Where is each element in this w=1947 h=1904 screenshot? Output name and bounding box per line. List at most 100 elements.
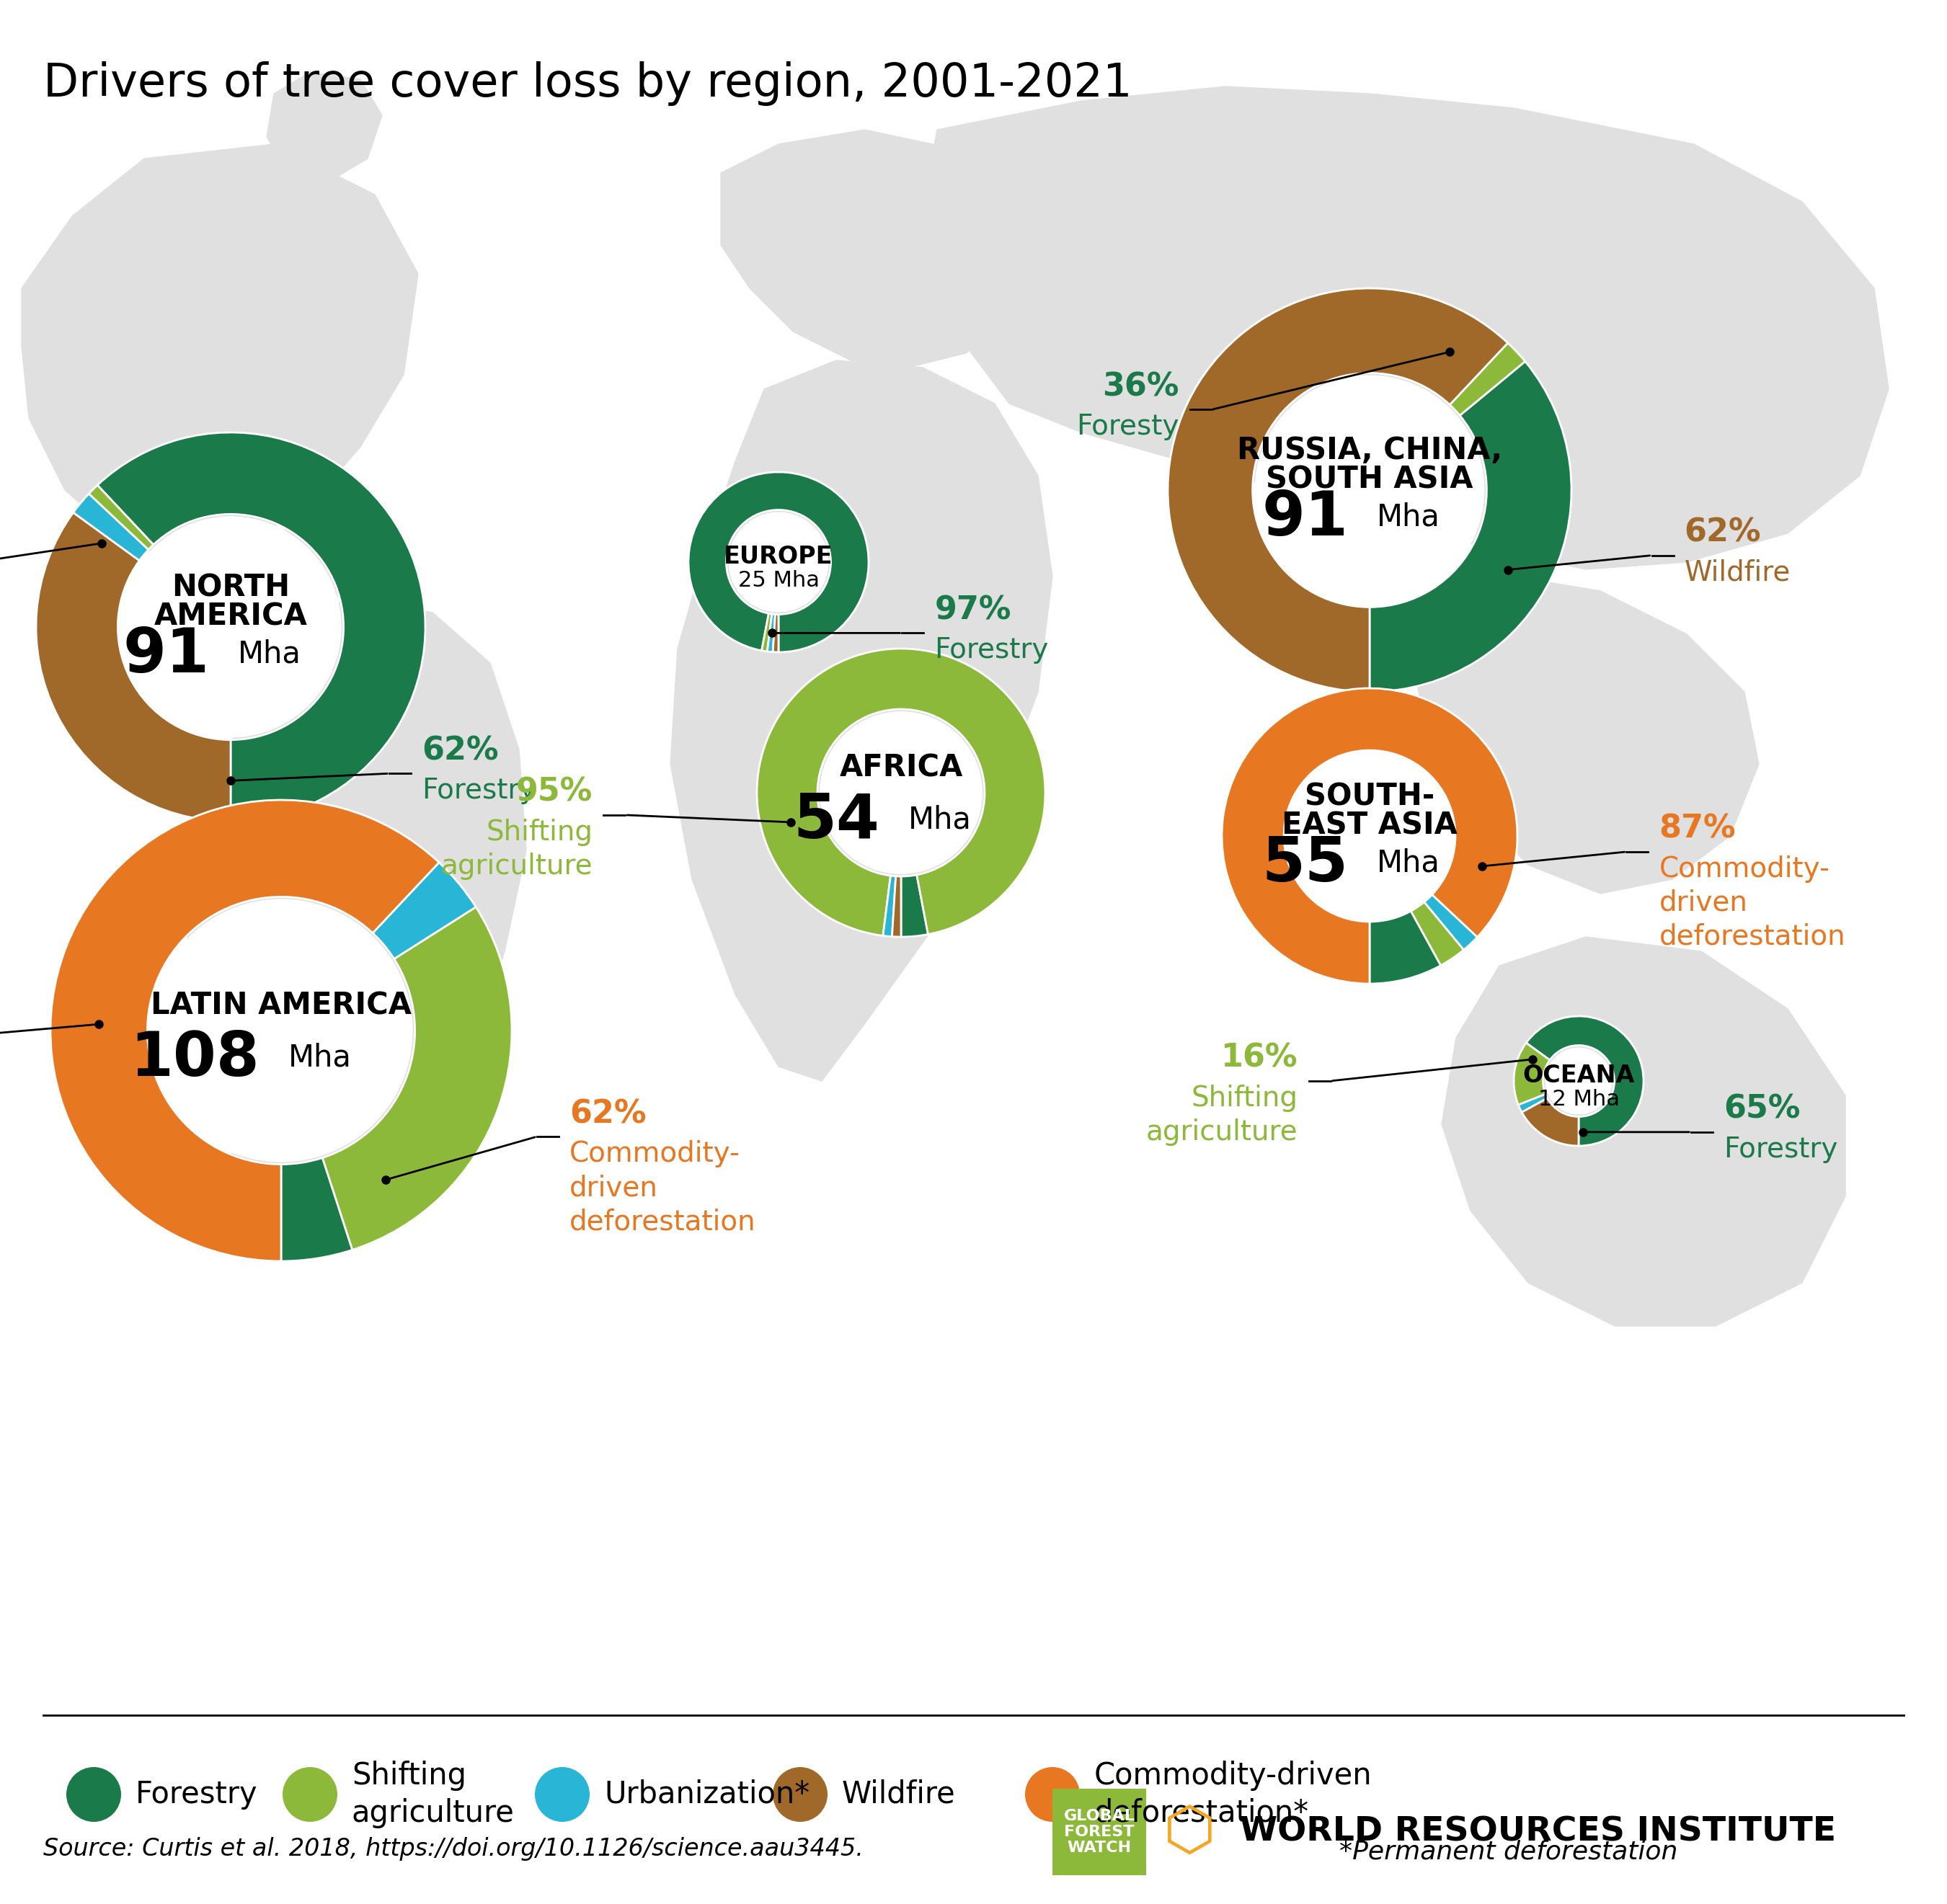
Circle shape [1024, 1767, 1081, 1822]
Wedge shape [767, 613, 775, 651]
Text: 97%: 97% [935, 594, 1010, 626]
Wedge shape [323, 906, 512, 1249]
Wedge shape [1369, 362, 1571, 691]
Text: EUROPE: EUROPE [724, 545, 833, 567]
Text: Forestry: Forestry [935, 636, 1049, 664]
Circle shape [66, 1767, 121, 1822]
Text: Foresty: Foresty [1077, 413, 1180, 440]
Wedge shape [280, 1158, 352, 1260]
Wedge shape [1223, 687, 1517, 984]
Wedge shape [51, 800, 438, 1260]
Wedge shape [1369, 910, 1441, 984]
Text: EAST ASIA: EAST ASIA [1281, 809, 1458, 840]
Wedge shape [1451, 343, 1525, 415]
Wedge shape [1425, 895, 1478, 950]
Circle shape [121, 516, 341, 737]
Wedge shape [761, 613, 771, 651]
Polygon shape [267, 72, 382, 181]
Polygon shape [720, 129, 1038, 367]
Text: SOUTH ASIA: SOUTH ASIA [1266, 465, 1474, 495]
Text: 62%: 62% [569, 1099, 646, 1129]
Wedge shape [1513, 1043, 1550, 1104]
Wedge shape [1523, 1099, 1579, 1146]
Text: Mha: Mha [1377, 503, 1441, 533]
Text: *Permanent deforestation: *Permanent deforestation [1340, 1839, 1678, 1864]
Circle shape [282, 1767, 337, 1822]
Text: Forestry: Forestry [422, 777, 535, 805]
Text: OCEANA: OCEANA [1523, 1062, 1635, 1087]
Text: 65%: 65% [1723, 1095, 1801, 1125]
Text: Commodity-
driven
deforestation: Commodity- driven deforestation [569, 1140, 755, 1236]
Text: 95%: 95% [516, 777, 592, 807]
Circle shape [535, 1767, 590, 1822]
Wedge shape [1526, 1017, 1643, 1146]
Text: SOUTH-: SOUTH- [1304, 781, 1435, 811]
Circle shape [1254, 375, 1484, 605]
Wedge shape [372, 863, 475, 960]
Wedge shape [74, 493, 148, 560]
Text: RUSSIA, CHINA,: RUSSIA, CHINA, [1236, 436, 1503, 466]
Circle shape [150, 899, 413, 1161]
Text: 25 Mha: 25 Mha [738, 569, 820, 590]
Text: Forestry: Forestry [136, 1780, 257, 1809]
Text: Mha: Mha [288, 1043, 352, 1074]
Text: 91: 91 [1262, 489, 1347, 548]
Wedge shape [757, 649, 1046, 935]
Wedge shape [1519, 1095, 1548, 1112]
Text: Source: Curtis et al. 2018, https://doi.org/10.1126/science.aau3445.: Source: Curtis et al. 2018, https://doi.… [43, 1837, 863, 1860]
Text: Shifting
agriculture: Shifting agriculture [1147, 1085, 1299, 1146]
Text: Drivers of tree cover loss by region, 2001-2021: Drivers of tree cover loss by region, 20… [43, 61, 1131, 107]
Text: 108: 108 [130, 1030, 259, 1089]
Circle shape [1546, 1047, 1612, 1114]
Wedge shape [97, 432, 424, 821]
Text: AFRICA: AFRICA [839, 752, 964, 783]
Text: 91: 91 [123, 626, 208, 685]
Text: AMERICA: AMERICA [154, 602, 308, 632]
Text: LATIN AMERICA: LATIN AMERICA [150, 990, 411, 1021]
Text: Shifting
agriculture: Shifting agriculture [352, 1761, 514, 1828]
Bar [1053, 1788, 1147, 1875]
Circle shape [820, 712, 983, 874]
Wedge shape [1168, 288, 1507, 691]
Polygon shape [670, 360, 1053, 1081]
Text: Wildfire: Wildfire [841, 1780, 956, 1809]
Wedge shape [892, 876, 901, 937]
Text: WORLD RESOURCES INSTITUTE: WORLD RESOURCES INSTITUTE [1240, 1816, 1836, 1849]
Polygon shape [1414, 577, 1758, 893]
Text: 62%: 62% [1684, 518, 1762, 548]
Text: Mha: Mha [1377, 847, 1441, 878]
Wedge shape [1412, 902, 1464, 965]
Wedge shape [90, 486, 154, 550]
Text: 87%: 87% [1659, 813, 1735, 845]
Text: 62%: 62% [422, 735, 498, 765]
Wedge shape [901, 874, 929, 937]
Text: Mha: Mha [238, 640, 302, 670]
Polygon shape [280, 505, 368, 598]
Text: Wildfire: Wildfire [1684, 560, 1791, 586]
Text: Shifting
agriculture: Shifting agriculture [440, 819, 592, 880]
Wedge shape [884, 876, 896, 937]
Text: ⬡: ⬡ [1162, 1803, 1215, 1860]
Wedge shape [773, 615, 779, 653]
Wedge shape [689, 472, 868, 653]
Text: Mha: Mha [907, 805, 972, 836]
Circle shape [728, 512, 829, 613]
Text: Commodity-
driven
deforestation: Commodity- driven deforestation [1659, 855, 1846, 950]
Text: NORTH: NORTH [171, 573, 290, 602]
Text: GLOBAL
FOREST
WATCH: GLOBAL FOREST WATCH [1063, 1809, 1135, 1854]
Text: Forestry: Forestry [1723, 1135, 1838, 1163]
Text: 36%: 36% [1102, 371, 1180, 402]
Wedge shape [37, 512, 230, 821]
Text: 12 Mha: 12 Mha [1538, 1089, 1620, 1110]
Polygon shape [923, 86, 1889, 569]
Text: 55: 55 [1262, 834, 1347, 895]
Circle shape [1287, 752, 1452, 920]
Polygon shape [1441, 937, 1846, 1325]
Polygon shape [187, 598, 526, 1240]
Text: Commodity-driven
deforestation*: Commodity-driven deforestation* [1094, 1761, 1373, 1828]
Text: 16%: 16% [1221, 1043, 1299, 1074]
Circle shape [773, 1767, 827, 1822]
Text: Urbanization*: Urbanization* [604, 1780, 810, 1809]
Text: 54: 54 [792, 792, 880, 851]
Polygon shape [21, 145, 419, 562]
